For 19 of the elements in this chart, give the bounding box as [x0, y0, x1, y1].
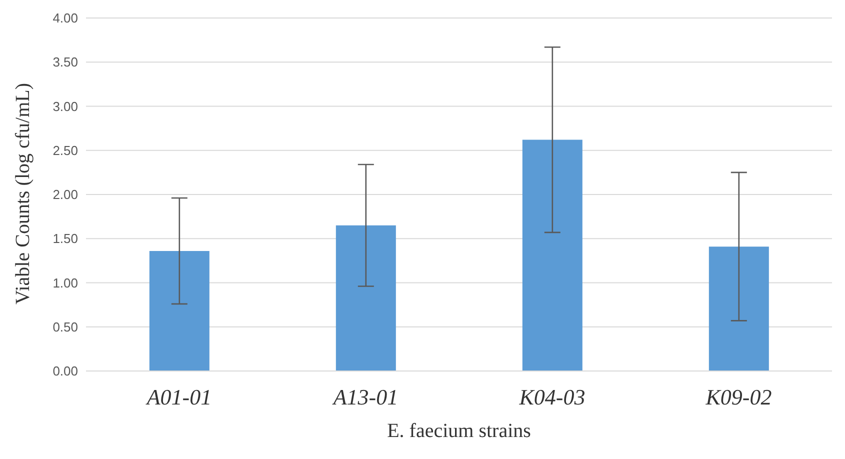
- y-tick-label: 0.50: [52, 319, 78, 334]
- x-tick-label: A13-01: [331, 384, 398, 410]
- bar: [708, 246, 769, 371]
- y-tick-label: 2.00: [52, 187, 78, 202]
- y-axis-title: Viable Counts (log cfu/mL): [12, 82, 34, 304]
- y-tick-label: 4.00: [52, 10, 78, 26]
- bar: [522, 140, 582, 371]
- y-tick-label: 1.00: [52, 275, 78, 290]
- y-tick-label: 2.50: [52, 142, 78, 158]
- x-axis-title: E. faecium strains: [387, 420, 532, 442]
- y-tick-label: 1.50: [52, 231, 78, 246]
- y-tick-label: 3.50: [52, 54, 78, 70]
- x-tick-label: A01-01: [144, 384, 212, 410]
- x-tick-label: K04-03: [518, 384, 586, 410]
- bar: [336, 225, 396, 371]
- y-tick-label: 3.00: [52, 98, 78, 114]
- bar: [149, 250, 210, 371]
- y-tick-label: 0.00: [52, 364, 78, 379]
- x-tick-label: K09-02: [704, 384, 772, 410]
